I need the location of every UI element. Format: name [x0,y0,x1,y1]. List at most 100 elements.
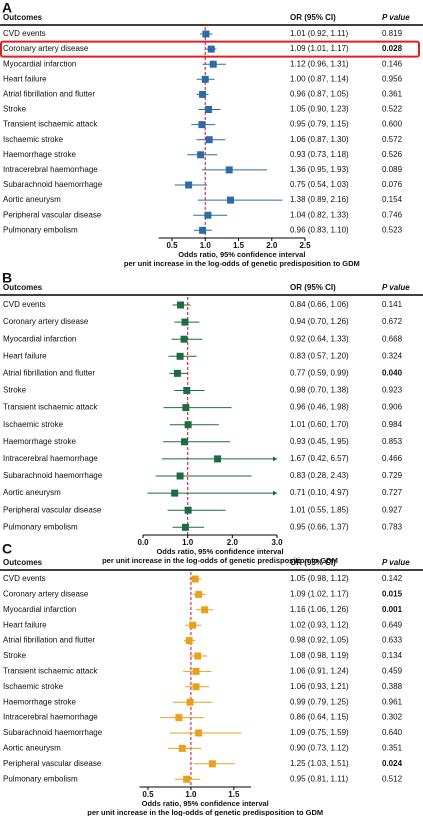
panel-letter: B [2,270,12,286]
or-label: 1.04 (0.82, 1.33) [290,210,349,219]
x-tick-label: 0.5 [142,790,154,799]
p-value: 0.351 [382,744,403,753]
estimate-square [184,506,192,514]
or-label: 1.01 (0.55, 1.85) [290,505,349,514]
or-label: 0.77 (0.59, 0.99) [290,369,349,378]
or-label: 1.00 (0.87, 1.14) [290,74,349,83]
or-label: 0.71 (0.10, 4.97) [290,488,349,497]
or-label: 1.38 (0.89, 2.16) [290,195,349,204]
p-value: 0.523 [382,225,403,234]
p-value: 0.923 [382,386,403,395]
x-axis-label: per unit increase in the log-odds of gen… [124,259,360,268]
or-label: 1.09 (1.01, 1.17) [290,44,349,53]
estimate-square [195,729,203,737]
or-label: 1.02 (0.93, 1.12) [290,620,349,629]
x-tick-label: 1.5 [228,790,240,799]
p-value: 0.906 [382,403,403,412]
or-label: 1.12 (0.96, 1.31) [290,59,349,68]
estimate-square [205,106,213,113]
estimate-square [175,714,183,722]
or-label: 0.92 (0.64, 1.33) [290,334,349,343]
x-tick-label: 3.0 [271,538,283,547]
estimate-square [209,60,217,68]
highlight-box [0,40,420,58]
p-value: 0.146 [382,59,403,68]
estimate-square [201,75,209,83]
or-label: 0.95 (0.79, 1.15) [290,120,349,129]
p-value: 0.001 [382,605,403,614]
p-value: 0.572 [382,135,403,144]
estimate-square [195,590,203,598]
panel-letter: C [2,541,12,557]
or-label: 0.99 (0.79, 1.25) [290,697,349,706]
or-label: 1.09 (0.75, 1.59) [290,728,349,737]
p-value: 0.040 [382,369,403,378]
p-value: 0.142 [382,574,403,583]
outcome-label: Peripheral vascular disease [3,759,102,768]
x-tick-label: 1.0 [182,538,194,547]
x-tick-label: 1.0 [185,790,197,799]
estimate-square [199,90,207,98]
or-label: 0.95 (0.81, 1.11) [290,774,348,783]
estimate-square [192,683,200,691]
header-or: OR (95% CI) [290,558,336,567]
estimate-square [185,637,193,645]
estimate-square [184,421,192,429]
outcome-label: CVD events [3,574,46,583]
p-value: 0.015 [382,590,403,599]
outcome-label: CVD events [3,29,46,38]
or-label: 1.05 (0.98, 1.12) [290,574,349,583]
p-value: 0.512 [382,774,403,783]
outcome-label: Ischaemic stroke [3,135,64,144]
x-tick-label: 1.5 [233,241,245,250]
estimate-square [185,181,193,189]
x-tick-label: 2.0 [227,538,239,547]
header-p: P value [382,283,410,292]
estimate-square [176,472,184,480]
p-value: 0.302 [382,713,403,722]
or-label: 0.83 (0.57, 1.20) [290,351,349,360]
header-or: OR (95% CI) [290,283,336,292]
or-label: 1.01 (0.92, 1.11) [290,29,348,38]
x-tick-label: 0.0 [137,538,149,547]
outcome-label: Coronary artery disease [3,317,89,326]
outcome-label: Coronary artery disease [3,44,89,53]
estimate-square [192,667,200,675]
p-value: 0.668 [382,334,403,343]
outcome-label: Stroke [3,386,27,395]
or-label: 1.09 (1.02, 1.17) [290,590,349,599]
estimate-square [173,369,181,377]
estimate-square [183,387,191,394]
estimate-square [176,352,184,360]
or-label: 0.83 (0.28, 2.43) [290,471,349,480]
estimate-square [194,652,202,660]
ci-arrow [273,490,277,496]
p-value: 0.134 [382,651,403,660]
estimate-square [202,30,210,38]
or-label: 0.96 (0.46, 1.98) [290,403,349,412]
x-axis-label: per unit increase in the log-odds of gen… [87,808,323,816]
or-label: 1.08 (0.98, 1.19) [290,651,349,660]
p-value: 0.388 [382,682,403,691]
p-value: 0.672 [382,317,403,326]
estimate-square [207,45,215,53]
header-p: P value [382,13,410,22]
p-value: 0.927 [382,505,403,514]
or-label: 0.75 (0.54, 1.03) [290,180,349,189]
p-value: 0.522 [382,105,403,114]
x-tick-label: 2.0 [266,241,278,250]
outcome-label: Subarachnoid haemorrhage [3,471,103,480]
or-label: 0.98 (0.92, 1.05) [290,636,349,645]
outcome-label: Haemorrhage stroke [3,697,76,706]
outcome-label: Atrial fibrillation and flutter [3,636,95,645]
header-p: P value [382,558,410,567]
p-value: 0.819 [382,29,403,38]
estimate-square [177,301,185,309]
header-outcome: Outcomes [3,13,43,22]
p-value: 0.466 [382,454,403,463]
or-label: 0.90 (0.73, 1.12) [290,744,349,753]
p-value: 0.324 [382,351,403,360]
or-label: 0.95 (0.66, 1.37) [290,522,349,531]
outcome-label: Atrial fibrillation and flutter [3,369,95,378]
